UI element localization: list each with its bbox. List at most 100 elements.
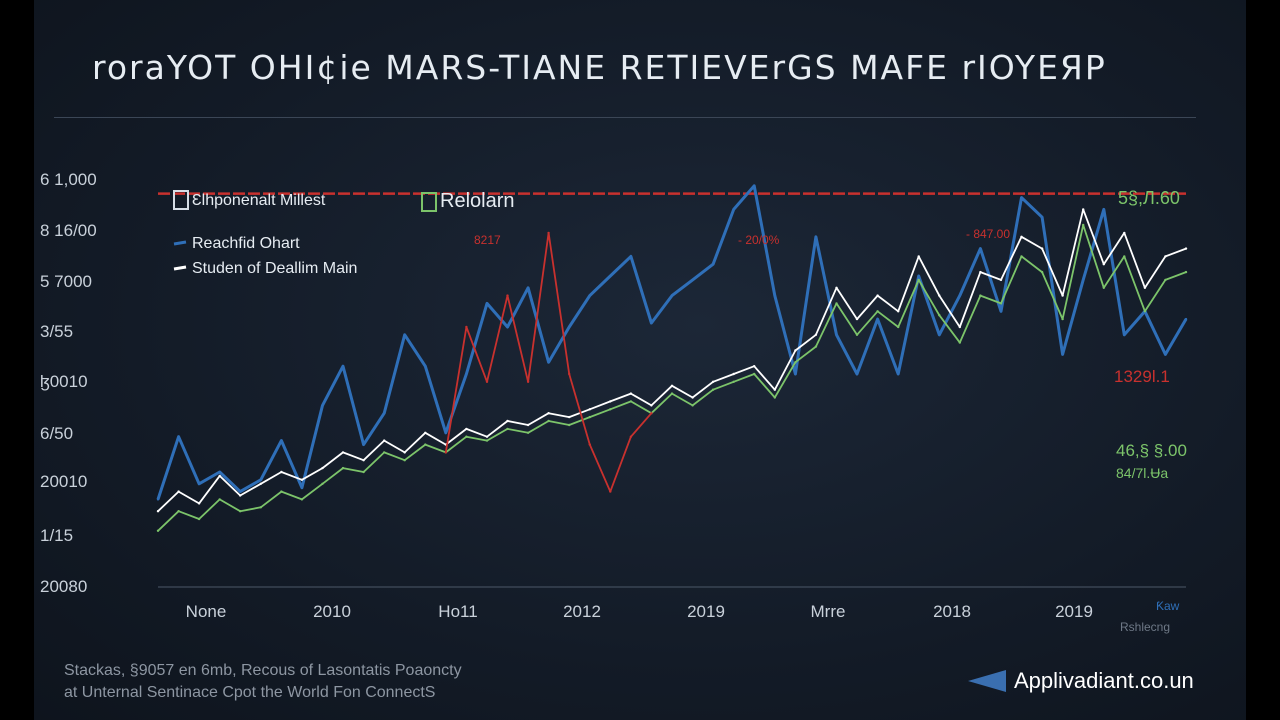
data-point [403, 451, 406, 454]
data-point [814, 345, 818, 348]
data-point [383, 451, 386, 454]
data-point [1164, 353, 1167, 356]
y-tick-label: 3/55 [40, 322, 73, 341]
y-tick-label: ɮ0010 [40, 372, 88, 391]
data-point [609, 274, 612, 278]
y-tick-label: 6 1,000 [40, 170, 97, 189]
data-point [156, 498, 160, 501]
data-point [1102, 286, 1106, 289]
data-point [917, 274, 920, 278]
data-point [465, 435, 468, 438]
data-point [938, 314, 941, 317]
y-tick-label: 5 7000 [40, 272, 92, 291]
data-point [794, 349, 797, 352]
play-triangle-icon [968, 670, 1006, 692]
data-point [958, 325, 961, 329]
data-point [300, 486, 304, 489]
data-point [444, 451, 447, 454]
data-point [280, 439, 283, 442]
data-point [1040, 216, 1044, 219]
data-point [321, 404, 324, 407]
data-point [300, 478, 304, 481]
data-point [465, 325, 468, 329]
data-point [1164, 278, 1167, 282]
x-tick-label: None [186, 602, 227, 621]
data-point [1040, 270, 1044, 274]
annotation-label: 46,§ §.00 [1116, 441, 1187, 460]
data-point [424, 443, 427, 446]
data-point [506, 419, 509, 423]
data-point [588, 294, 591, 297]
data-point [465, 427, 468, 431]
data-point [280, 470, 283, 474]
data-point [855, 333, 859, 336]
data-point [1184, 247, 1188, 250]
data-point [444, 431, 447, 434]
data-point [177, 435, 180, 438]
data-point [526, 431, 530, 434]
data-point [362, 470, 365, 474]
data-point [691, 404, 694, 407]
annotation-label: Rshlecng [1120, 620, 1170, 634]
x-tick-label: 2012 [563, 602, 601, 621]
legend-box-icon [173, 190, 189, 210]
data-point [506, 325, 509, 329]
data-point [876, 294, 879, 297]
data-point [485, 435, 489, 438]
data-point [526, 380, 530, 383]
data-point [629, 435, 633, 438]
series-line-2 [157, 208, 1187, 512]
annotation-label: 8217 [474, 233, 501, 247]
data-point [650, 412, 653, 415]
data-point [1061, 353, 1064, 356]
data-point [732, 372, 735, 376]
data-point [876, 310, 879, 313]
line-swatch-icon [173, 240, 187, 246]
data-point [753, 372, 756, 376]
data-point [526, 423, 530, 427]
data-point [1102, 208, 1106, 211]
annotation-label: Ƙaw [1156, 599, 1180, 613]
data-point [341, 365, 345, 368]
data-point [1143, 286, 1147, 289]
data-point [156, 529, 160, 532]
series-line-1 [156, 184, 1188, 500]
data-point [917, 255, 920, 258]
footnote-line-2: at Unternal Sentinace Cpot the World Fon… [64, 684, 436, 701]
data-point [773, 396, 776, 399]
data-point [197, 502, 201, 505]
data-point [547, 412, 550, 415]
data-point [814, 235, 818, 238]
data-point [526, 286, 530, 289]
data-point [629, 392, 633, 395]
data-point [1020, 235, 1023, 238]
title-divider [54, 117, 1196, 118]
x-tick-label: Mrre [811, 602, 846, 621]
y-tick-label: 20080 [40, 577, 87, 596]
y-tick-label: 8 16/00 [40, 221, 97, 240]
footnote-line-1: Stackas, §9057 en 6mb, Recous of Lasonta… [64, 662, 462, 679]
data-point [568, 415, 571, 419]
data-point [383, 439, 386, 442]
data-point [670, 392, 674, 395]
data-point [197, 482, 201, 485]
data-point [485, 380, 489, 383]
data-point [506, 294, 509, 297]
data-point [711, 380, 715, 383]
data-point [177, 490, 180, 493]
legend-label: Studen of Deallim Main [192, 260, 357, 277]
annotation-label: - 20/0% [738, 233, 780, 247]
data-point [732, 380, 735, 383]
data-point [1061, 317, 1064, 321]
data-point [465, 372, 468, 376]
data-point [1184, 317, 1188, 321]
data-point [855, 372, 859, 376]
data-point [588, 443, 591, 446]
data-point [218, 498, 221, 501]
data-point [835, 286, 838, 289]
letterbox-right [1246, 0, 1280, 720]
data-point [1102, 263, 1106, 266]
data-point [218, 470, 221, 474]
data-point [156, 510, 160, 513]
data-point [609, 490, 612, 493]
